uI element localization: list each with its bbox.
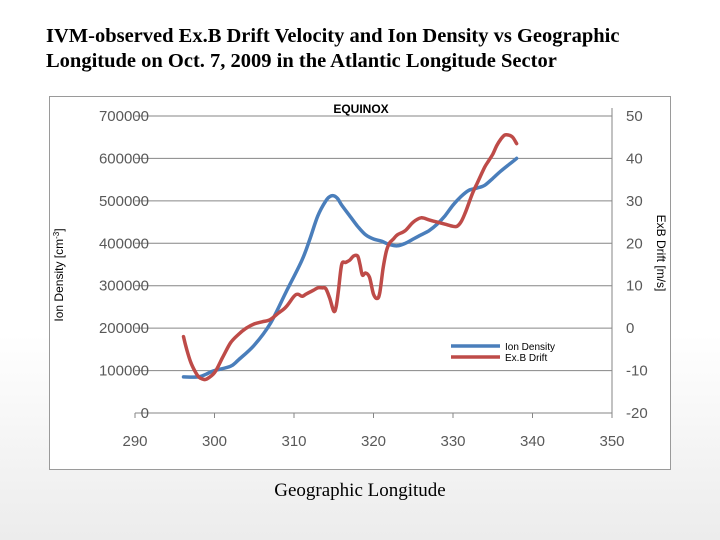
- y-left-tick-label-7: 700000: [99, 108, 149, 125]
- y-right-tick-labels: -20 -10 0 10 20 30 40 50: [626, 108, 648, 422]
- y-right-tick-label-1: -10: [626, 363, 648, 380]
- x-axis-caption: Geographic Longitude: [274, 480, 446, 501]
- x-tick-label-4: 330: [440, 433, 465, 450]
- series-line-ion-density: [181, 156, 519, 379]
- x-tick-labels: 290 300 310 320 330 340 350: [122, 433, 624, 450]
- axes: [134, 108, 613, 418]
- y-left-tick-labels: 0 100000 200000 300000 400000 500000 600000 700…: [99, 108, 149, 422]
- y-right-tick-label-4: 20: [626, 235, 643, 252]
- y-left-tick-label-4: 400000: [99, 235, 149, 252]
- series-line-ex-b-drift: [181, 132, 519, 382]
- y-left-axis-title-superscript: -3: [52, 231, 61, 239]
- chart-title: EQUINOX: [333, 102, 388, 116]
- y-right-tick-label-0: -20: [626, 405, 648, 422]
- y-left-axis-title-close: ]: [52, 228, 66, 231]
- legend-label-exb-drift: Ex.B Drift: [505, 353, 547, 364]
- y-right-tick-label-6: 40: [626, 150, 643, 167]
- y-right-tick-label-7: 50: [626, 108, 643, 125]
- y-right-axis-title: ExB Drift [m/s]: [654, 215, 668, 292]
- x-tick-label-3: 320: [361, 433, 386, 450]
- legend-label-ion-density: Ion Density: [505, 342, 555, 353]
- y-right-tick-label-5: 30: [626, 193, 643, 210]
- x-tick-label-1: 300: [202, 433, 227, 450]
- y-left-tick-label-2: 200000: [99, 320, 149, 337]
- x-tick-label-2: 310: [281, 433, 306, 450]
- y-right-tick-label-3: 10: [626, 278, 643, 295]
- x-tick-label-5: 340: [520, 433, 545, 450]
- legend: Ion Density Ex.B Drift: [451, 342, 555, 364]
- x-tick-label-6: 350: [599, 433, 624, 450]
- y-left-tick-label-5: 500000: [99, 193, 149, 210]
- series: [181, 132, 519, 382]
- y-left-tick-label-3: 300000: [99, 278, 149, 295]
- gridlines: [135, 115, 612, 372]
- y-left-tick-label-1: 100000: [99, 363, 149, 380]
- y-left-tick-label-6: 600000: [99, 150, 149, 167]
- y-left-axis-title-base: Ion Density [cm: [52, 239, 66, 322]
- slide-title-line-2: Longitude on Oct. 7, 2009 in the Atlanti…: [46, 50, 557, 72]
- y-left-tick-label-0: 0: [141, 405, 149, 422]
- slide-title: IVM-observed Ex.B Drift Velocity and Ion…: [46, 24, 686, 74]
- slide-title-line-1: IVM-observed Ex.B Drift Velocity and Ion…: [46, 25, 620, 47]
- y-left-axis-title: Ion Density [cm-3]: [52, 228, 66, 321]
- x-tick-label-0: 290: [122, 433, 147, 450]
- y-right-tick-label-2: 0: [626, 320, 634, 337]
